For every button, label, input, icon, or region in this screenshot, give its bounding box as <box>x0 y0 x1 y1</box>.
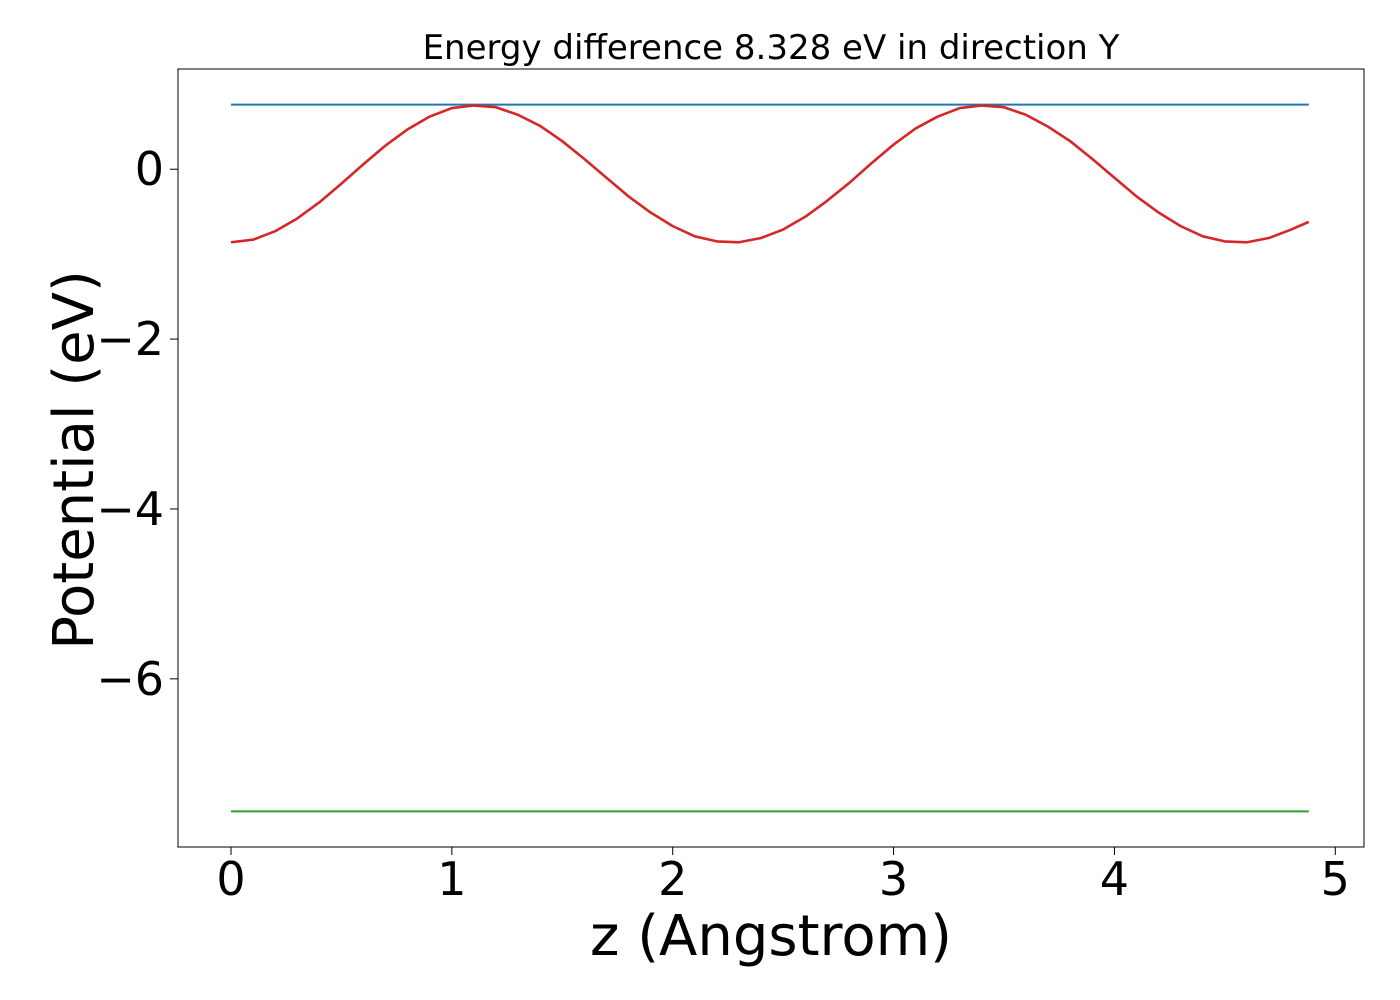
x-tick-label: 1 <box>437 852 466 906</box>
y-axis-ticks: 0 −2 −4 −6 <box>96 142 178 706</box>
y-tick-label: −6 <box>96 652 164 706</box>
x-tick-label: 4 <box>1100 852 1129 906</box>
chart-title: Energy difference 8.328 eV in direction … <box>423 28 1120 68</box>
y-tick-label: −4 <box>96 482 164 536</box>
x-tick-label: 5 <box>1321 852 1350 906</box>
x-tick-label: 0 <box>216 852 245 906</box>
x-tick-label: 2 <box>658 852 687 906</box>
x-tick-label: 3 <box>879 852 908 906</box>
y-tick-label: −2 <box>96 312 164 366</box>
x-axis-label: z (Angstrom) <box>590 904 952 969</box>
series-line-1 <box>230 104 1310 244</box>
y-tick-label: 0 <box>135 142 164 196</box>
x-axis-ticks: 0 1 2 3 4 5 <box>216 847 1350 906</box>
plot-frame <box>177 68 1365 848</box>
y-axis-label: Potential (eV) <box>42 270 107 650</box>
plot-lines <box>230 103 1310 813</box>
